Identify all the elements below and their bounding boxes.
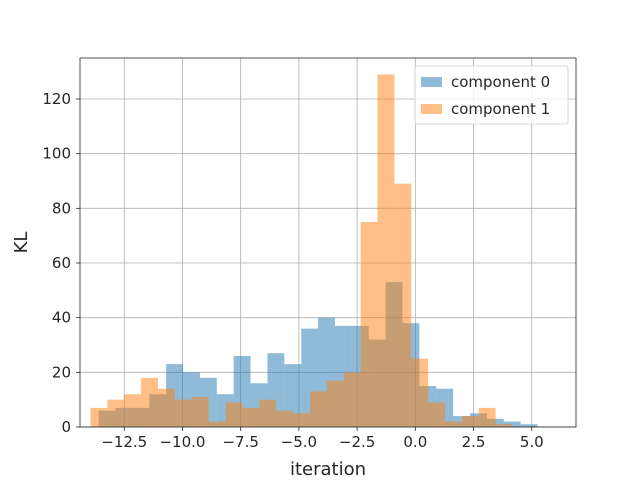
legend-label: component 0 [451,73,550,91]
histogram-bar [343,372,361,427]
histogram-bar [293,413,310,427]
histogram-bar [394,183,412,427]
histogram-bar [225,402,243,427]
y-tick-label: 60 [52,254,71,272]
histogram-bar [326,380,344,427]
histogram-bar [90,407,108,427]
x-tick-label: 0.0 [403,433,427,451]
histogram-bar [191,396,209,427]
histogram-bar [309,391,327,427]
y-tick-label: 20 [52,363,71,381]
y-tick-label: 120 [42,90,71,108]
y-axis-label: KL [11,232,32,254]
y-tick-label: 40 [52,309,71,327]
histogram-bar [208,421,226,427]
histogram-bar [276,410,294,427]
series-1-bars [90,74,513,428]
x-tick-label: 2.5 [462,433,486,451]
histogram-bar [428,402,446,427]
y-tick-label: 80 [52,199,71,217]
plot-frame [79,57,577,428]
legend-swatch [421,77,442,87]
x-tick-label: −10.0 [159,433,205,451]
histogram-bar [445,421,462,427]
legend: component 0 component 1 [414,65,569,125]
x-tick-label: −12.5 [101,433,147,451]
x-tick-label: −5.0 [281,433,317,451]
legend-box [414,65,569,125]
histogram-bar [495,424,513,427]
legend-label: component 1 [451,100,550,118]
y-tick-label: 100 [42,145,71,163]
histogram-bar [478,407,496,427]
histogram-bar [259,399,277,427]
histogram-bar [461,416,479,427]
histogram-bar [520,424,538,427]
histogram-bar [107,399,125,427]
histogram-bar [124,394,142,427]
histogram-bar [141,377,159,427]
x-tick-label: −7.5 [222,433,258,451]
histogram-bar [174,399,192,427]
legend-swatch [421,104,442,114]
ticks: −12.5 −10.0 −7.5 −5.0 −2.5 0.0 2.5 5.0 0 20 40 60 80… [42,90,543,451]
histogram-bar [411,358,429,427]
bars [90,74,538,428]
y-tick-label: 0 [61,418,71,436]
x-tick-label: 5.0 [520,433,544,451]
histogram-bar [158,388,175,427]
histogram-bar [377,74,395,428]
x-tick-label: −2.5 [339,433,375,451]
x-axis-label: iteration [290,459,366,480]
histogram-bar [242,407,260,427]
histogram-bar [360,222,378,427]
